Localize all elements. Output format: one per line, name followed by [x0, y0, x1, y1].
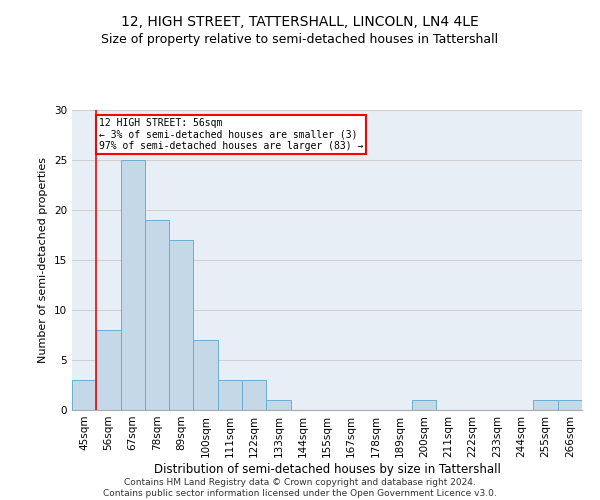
Bar [72, 380, 96, 410]
Text: Size of property relative to semi-detached houses in Tattershall: Size of property relative to semi-detach… [101, 32, 499, 46]
Bar [558, 400, 582, 410]
Bar [412, 400, 436, 410]
X-axis label: Distribution of semi-detached houses by size in Tattershall: Distribution of semi-detached houses by … [154, 462, 500, 475]
Bar [96, 330, 121, 410]
Bar [218, 380, 242, 410]
Bar [266, 400, 290, 410]
Text: 12 HIGH STREET: 56sqm
← 3% of semi-detached houses are smaller (3)
97% of semi-d: 12 HIGH STREET: 56sqm ← 3% of semi-detac… [99, 118, 363, 151]
Text: Contains HM Land Registry data © Crown copyright and database right 2024.
Contai: Contains HM Land Registry data © Crown c… [103, 478, 497, 498]
Bar [533, 400, 558, 410]
Text: 12, HIGH STREET, TATTERSHALL, LINCOLN, LN4 4LE: 12, HIGH STREET, TATTERSHALL, LINCOLN, L… [121, 15, 479, 29]
Bar [169, 240, 193, 410]
Bar [121, 160, 145, 410]
Bar [145, 220, 169, 410]
Y-axis label: Number of semi-detached properties: Number of semi-detached properties [38, 157, 49, 363]
Bar [242, 380, 266, 410]
Bar [193, 340, 218, 410]
